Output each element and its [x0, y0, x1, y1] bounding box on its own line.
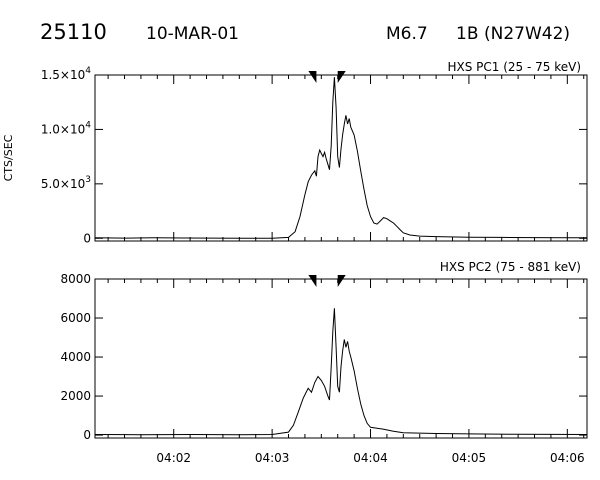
interval-marker	[308, 71, 317, 83]
interval-marker	[337, 71, 346, 83]
y-tick-label: 1.0×104	[41, 120, 91, 136]
x-tick-label: 04:02	[156, 451, 191, 465]
interval-marker	[337, 275, 346, 287]
panel-pc2-y-ticks: 0 2000 4000 6000 8000	[60, 272, 587, 442]
panel-pc1-series-line	[94, 77, 588, 239]
y-tick-label: 8000	[60, 272, 91, 286]
x-tick-label: 04:04	[353, 451, 388, 465]
y-tick-label: 1.5×104	[41, 66, 91, 82]
panel-pc2: HXS PC2 (75 - 881 keV) 0 2000 4000 6000 8000…	[60, 260, 588, 465]
panel-pc2-title: HXS PC2 (75 - 881 keV)	[440, 260, 581, 274]
panel-pc1-markers	[308, 71, 346, 83]
y-tick-label: 5.0×103	[41, 175, 91, 191]
panel-pc1-title: HXS PC1 (25 - 75 keV)	[447, 60, 581, 74]
panel-pc1-y-ticks: 0 5.0×103 1.0×104 1.5×104	[41, 66, 587, 245]
y-tick-label: 0	[83, 428, 91, 442]
event-date: 10-MAR-01	[146, 24, 239, 44]
optical-class: 1B	[456, 24, 478, 44]
panel-pc2-markers	[308, 275, 346, 287]
interval-marker	[308, 275, 317, 287]
y-axis-label: CTS/SEC	[2, 134, 15, 181]
x-tick-label: 04:03	[255, 451, 290, 465]
panel-pc1: HXS PC1 (25 - 75 keV) 0 5.0×103 1.0×104 1.5…	[41, 60, 588, 245]
y-tick-label: 4000	[60, 350, 91, 364]
flare-class: M6.7	[386, 24, 428, 44]
y-tick-label: 0	[83, 231, 91, 245]
x-tick-label: 04:06	[550, 451, 585, 465]
panel-pc1-frame	[94, 74, 588, 242]
y-tick-label: 6000	[60, 311, 91, 325]
event-id: 25110	[40, 20, 107, 44]
panel-pc2-series-line	[94, 308, 588, 436]
panel-pc2-x-ticks	[107, 279, 585, 438]
panel-pc1-x-ticks	[107, 75, 585, 241]
flare-location: (N27W42)	[484, 24, 570, 44]
x-tick-label: 04:05	[452, 451, 487, 465]
panel-pc2-frame	[94, 278, 588, 439]
panel-pc2-x-tick-labels: 04:02 04:03 04:04 04:05 04:06	[156, 451, 584, 465]
y-tick-label: 2000	[60, 389, 91, 403]
